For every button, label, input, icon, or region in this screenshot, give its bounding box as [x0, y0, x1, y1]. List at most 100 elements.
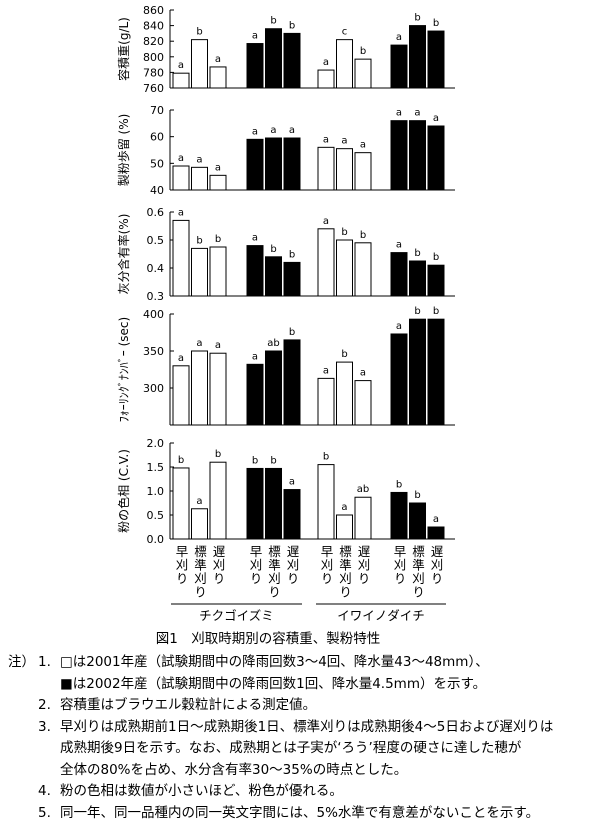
x-tick-label: 早刈り [319, 545, 334, 586]
bar [428, 319, 444, 425]
note-text: □は2001年産（試験期間中の降雨回数3～4回、降水量43～48mm）、 [60, 652, 489, 674]
significance-letter: a [178, 353, 184, 364]
bar [428, 265, 444, 296]
y-tick-label: 2.0 [147, 437, 165, 450]
note-number: 2. [38, 695, 60, 717]
bar [391, 253, 407, 296]
significance-letter: a [323, 134, 329, 145]
significance-letter: b [414, 13, 420, 24]
caption: 図1 刈取時期別の容積重、製粉特性 [156, 630, 381, 647]
y-tick-label: 0.4 [147, 262, 165, 275]
spacer [8, 781, 38, 803]
significance-letter: b [178, 455, 184, 466]
bar [266, 257, 282, 296]
significance-letter: c [342, 27, 348, 38]
bar [192, 351, 208, 425]
bar [173, 166, 189, 190]
significance-letter: a [196, 338, 202, 349]
significance-letter: a [252, 351, 258, 362]
y-tick-label: 0.0 [147, 533, 165, 546]
bar [410, 121, 426, 190]
spacer [38, 738, 60, 760]
significance-letter: b [341, 227, 347, 238]
y-tick-label: 400 [143, 308, 164, 321]
significance-letter: b [414, 248, 420, 259]
significance-letter: a [178, 60, 184, 71]
significance-letter: a [323, 365, 329, 376]
bar [355, 243, 371, 296]
bar [337, 40, 353, 88]
x-tick-label: 早刈り [392, 545, 407, 586]
x-tick-label: 遅刈り [356, 545, 371, 586]
y-tick-label: 60 [150, 131, 164, 144]
bar [210, 462, 226, 539]
significance-letter: a [360, 140, 366, 151]
significance-letter: b [252, 455, 258, 466]
bar [391, 334, 407, 425]
note-row: ■は2002年産（試験期間中の降雨回数1回、降水量4.5mm）を示す。 [8, 674, 553, 696]
note-number: 3. [38, 717, 60, 739]
significance-letter: ab [267, 338, 279, 349]
bar [192, 248, 208, 296]
bar [173, 468, 189, 539]
y-tick-label: 0.6 [147, 206, 165, 219]
bar [337, 149, 353, 190]
spacer [38, 760, 60, 782]
note-row: 3.早刈りは成熟期前1日～成熟期後1日、標準刈りは成熟期後4～5日および遅刈りは [8, 717, 553, 739]
spacer [38, 674, 60, 696]
significance-letter: a [341, 502, 347, 513]
significance-letter: a [252, 31, 258, 42]
x-tick-label: 遅刈り [285, 545, 300, 586]
bar [355, 497, 371, 539]
significance-letter: a [433, 113, 439, 124]
y-tick-label: 0.3 [147, 290, 165, 303]
y-tick-label: 860 [143, 4, 164, 17]
x-tick-label: 標準刈り [192, 545, 207, 599]
notes: 注）1.□は2001年産（試験期間中の降雨回数3～4回、降水量43～48mm）、… [8, 652, 553, 824]
significance-letter: a [178, 153, 184, 164]
bar [410, 503, 426, 539]
significance-letter: a [414, 108, 420, 119]
y-tick-label: 0.5 [147, 234, 165, 247]
significance-letter: a [360, 368, 366, 379]
significance-letter: b [433, 252, 439, 263]
significance-letter: b [396, 479, 402, 490]
y-tick-label: 800 [143, 51, 164, 64]
bar [337, 515, 353, 539]
y-tick-label: 0.5 [147, 509, 165, 522]
significance-letter: b [433, 306, 439, 317]
significance-letter: a [289, 477, 295, 488]
bar [210, 247, 226, 296]
group-label: チクゴイズミ [199, 608, 274, 623]
x-tick-label: 標準刈り [266, 545, 281, 599]
bar [428, 527, 444, 539]
bar [210, 353, 226, 425]
bar [355, 153, 371, 190]
significance-letter: a [396, 240, 402, 251]
significance-letter: b [196, 27, 202, 38]
bar [318, 147, 334, 190]
spacer [8, 760, 38, 782]
significance-letter: a [396, 108, 402, 119]
bar [192, 167, 208, 190]
significance-letter: a [323, 57, 329, 68]
significance-letter: a [178, 207, 184, 218]
y-axis-label: 灰分含有率(%) [116, 214, 131, 295]
bar [318, 378, 334, 425]
significance-letter: b [196, 235, 202, 246]
significance-letter: b [215, 234, 221, 245]
bar [266, 468, 282, 539]
note-number: 1. [38, 652, 60, 674]
note-prefix: 注） [8, 652, 38, 674]
y-axis-label: 製粉歩留 (%) [116, 114, 131, 187]
bar [284, 262, 300, 296]
significance-letter: b [360, 46, 366, 57]
note-text: 成熟期後9日を示す。なお、成熟期とは子実が‘ろう’程度の硬さに達した穂が [60, 738, 521, 760]
significance-letter: a [196, 154, 202, 165]
note-row: 全体の80%を占め、水分含有率30～35%の時点とした。 [8, 760, 553, 782]
bar [192, 509, 208, 539]
bar [355, 381, 371, 425]
significance-letter: a [323, 216, 329, 227]
bar [391, 492, 407, 539]
bar [247, 364, 263, 425]
